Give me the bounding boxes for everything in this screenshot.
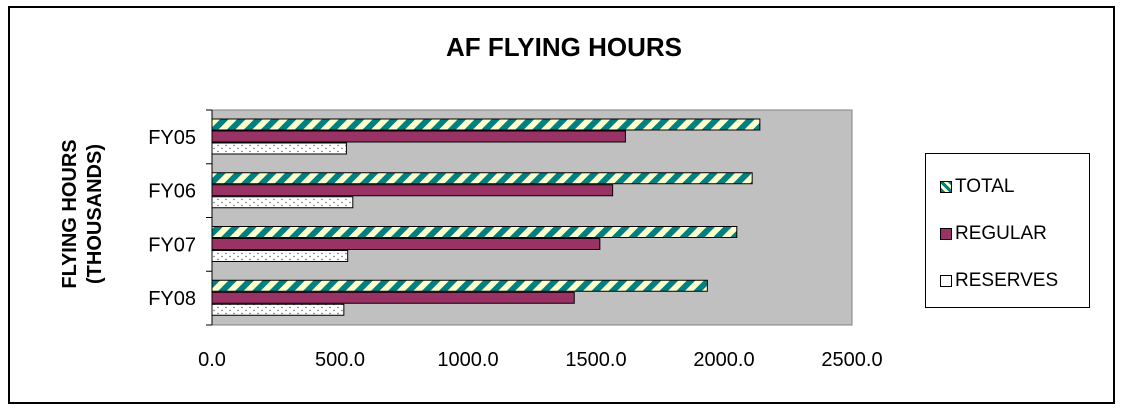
legend-swatch-reserves bbox=[940, 275, 952, 287]
bar-reserves-fy07 bbox=[211, 250, 349, 262]
x-tick-label-4: 2000.0 bbox=[693, 349, 754, 371]
y-axis-label-line2: (THOUSANDS) bbox=[84, 144, 106, 284]
category-label-fy08: FY08 bbox=[148, 288, 196, 310]
category-label-fy07: FY07 bbox=[148, 234, 196, 256]
bar-regular-fy07 bbox=[211, 238, 601, 250]
bar-reserves-fy05 bbox=[211, 142, 347, 155]
bar-total-fy08 bbox=[211, 279, 708, 292]
legend-swatch-total bbox=[940, 181, 952, 193]
bar-reserves-fy06 bbox=[211, 196, 354, 209]
legend-label-total: TOTAL bbox=[955, 176, 1015, 197]
bar-regular-fy05 bbox=[211, 130, 626, 143]
legend-item-reserves: RESERVES bbox=[940, 270, 1058, 292]
bar-total-fy06 bbox=[211, 172, 753, 185]
legend-label-reserves: RESERVES bbox=[955, 270, 1059, 291]
y-axis-label-line1: FLYING HOURS bbox=[59, 139, 81, 288]
chart-title: AF FLYING HOURS bbox=[446, 32, 682, 62]
bar-regular-fy08 bbox=[211, 291, 575, 304]
bar-reserves-fy08 bbox=[211, 303, 345, 316]
x-tick-label-2: 1000.0 bbox=[437, 349, 498, 371]
x-tick-label-5: 2500.0 bbox=[821, 349, 882, 371]
x-tick-label-0: 0.0 bbox=[198, 349, 226, 371]
x-tick-label-1: 500.0 bbox=[315, 349, 365, 371]
legend-item-regular: REGULAR bbox=[940, 223, 1047, 245]
legend-swatch-regular bbox=[940, 228, 952, 240]
legend-label-regular: REGULAR bbox=[955, 223, 1047, 244]
bar-total-fy07 bbox=[211, 226, 738, 238]
category-label-fy06: FY06 bbox=[148, 181, 196, 203]
bar-regular-fy06 bbox=[211, 184, 614, 197]
legend-item-total: TOTAL bbox=[940, 176, 1014, 198]
category-label-fy05: FY05 bbox=[148, 127, 196, 149]
bar-total-fy05 bbox=[211, 118, 761, 131]
x-tick-label-3: 1500.0 bbox=[565, 349, 626, 371]
legend: TOTAL REGULAR RESERVES bbox=[925, 153, 1090, 308]
